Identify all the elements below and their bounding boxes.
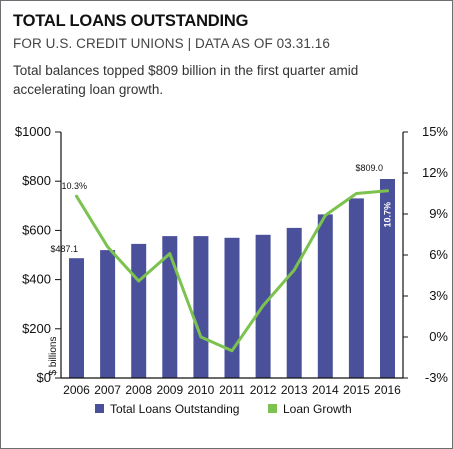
growth-point-2013 xyxy=(292,268,296,272)
right-tick-label: 6% xyxy=(429,247,448,262)
legend-label-loans: Total Loans Outstanding xyxy=(110,402,239,416)
right-tick-label: 12% xyxy=(422,165,448,180)
legend-swatch-loans xyxy=(95,404,104,413)
bar-2006 xyxy=(69,258,84,378)
right-tick-label: 3% xyxy=(429,288,448,303)
data-label: $487.1 xyxy=(51,244,79,254)
left-tick-label: $1000 xyxy=(15,124,51,139)
x-tick-label: 2007 xyxy=(94,383,121,397)
left-tick-label: $200 xyxy=(22,321,51,336)
x-tick-label: 2012 xyxy=(250,383,277,397)
x-tick-label: 2008 xyxy=(125,383,152,397)
x-tick-label: 2006 xyxy=(63,383,90,397)
bar-2015 xyxy=(348,198,364,378)
growth-point-2016 xyxy=(386,189,389,193)
bar-2009 xyxy=(162,236,178,378)
x-tick-label: 2011 xyxy=(219,383,245,397)
bar-2011 xyxy=(224,237,240,378)
bar-2010 xyxy=(193,236,209,378)
chart-subtitle: FOR U.S. CREDIT UNIONS | DATA AS OF 03.3… xyxy=(13,36,330,51)
growth-point-2010 xyxy=(199,335,203,339)
growth-point-2012 xyxy=(261,304,265,307)
x-tick-label: 2016 xyxy=(374,383,401,397)
x-tick-label: 2010 xyxy=(188,383,215,397)
growth-point-2006 xyxy=(75,194,78,198)
chart-title: TOTAL LOANS OUTSTANDING xyxy=(13,12,249,30)
x-tick-label: 2015 xyxy=(343,383,370,397)
legend-label-growth: Loan Growth xyxy=(283,402,352,416)
bar-2014 xyxy=(317,214,333,378)
data-label: 10.7% xyxy=(382,202,392,228)
growth-point-2008 xyxy=(137,279,141,283)
x-tick-label: 2009 xyxy=(156,383,183,397)
left-tick-label: $800 xyxy=(22,173,51,188)
right-tick-label: 9% xyxy=(429,206,448,221)
x-tick-label: 2013 xyxy=(281,383,308,397)
data-label: 10.3% xyxy=(62,181,88,191)
chart-description: Total balances topped $809 billion in th… xyxy=(13,63,359,97)
bar-2013 xyxy=(286,227,302,378)
growth-point-2007 xyxy=(106,245,109,249)
y-axis-title: $ billions xyxy=(48,337,59,376)
left-tick-label: $400 xyxy=(22,272,51,287)
growth-point-2009 xyxy=(168,252,172,256)
bar-2007 xyxy=(100,250,116,378)
left-tick-label: $0 xyxy=(37,370,51,385)
growth-point-2014 xyxy=(323,214,327,217)
data-label: $809.0 xyxy=(355,163,383,173)
legend-swatch-growth xyxy=(268,404,277,413)
right-tick-label: -3% xyxy=(425,370,449,385)
bar-2016 xyxy=(380,179,395,378)
growth-point-2011 xyxy=(230,349,234,353)
left-tick-label: $600 xyxy=(22,222,51,237)
bar-2008 xyxy=(131,243,147,378)
right-tick-label: 0% xyxy=(429,329,448,344)
x-tick-label: 2014 xyxy=(312,383,339,397)
growth-point-2015 xyxy=(355,192,358,195)
right-tick-label: 15% xyxy=(422,124,448,139)
